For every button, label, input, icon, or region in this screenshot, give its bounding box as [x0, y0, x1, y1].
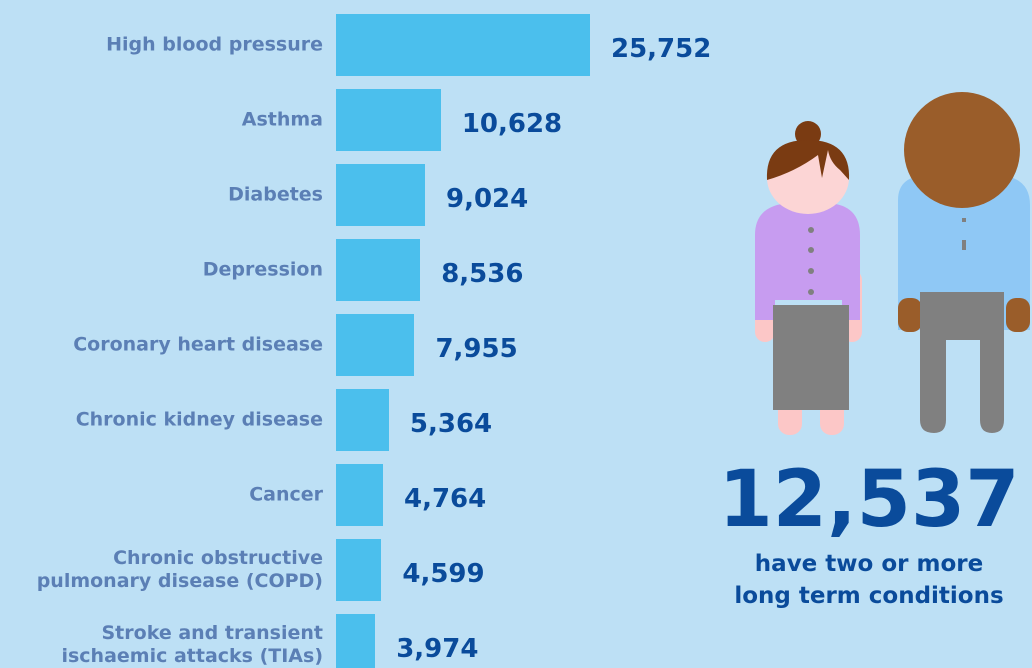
bar [336, 539, 381, 601]
bar [336, 164, 425, 226]
category-label: Asthma [242, 109, 323, 132]
value-label: 3,974 [396, 634, 478, 664]
bar [336, 464, 383, 526]
callout-caption: have two or more long term conditions [706, 548, 1032, 612]
value-label: 8,536 [441, 259, 523, 289]
bar [336, 89, 441, 151]
value-label: 4,764 [404, 484, 486, 514]
value-label: 7,955 [435, 334, 517, 364]
value-label: 9,024 [446, 184, 528, 214]
callout-number: 12,537 [706, 455, 1032, 545]
bar [336, 614, 375, 668]
category-label: Cancer [249, 484, 323, 507]
category-label: Chronic kidney disease [76, 409, 323, 432]
value-label: 4,599 [402, 559, 484, 589]
value-label: 25,752 [611, 34, 711, 64]
category-label: Chronic obstructive pulmonary disease (C… [37, 547, 323, 593]
bar [336, 389, 389, 451]
bar [336, 314, 414, 376]
category-label: High blood pressure [106, 34, 323, 57]
infographic: 12,537 have two or more long term condit… [0, 0, 1032, 668]
bar [336, 14, 590, 76]
bar [336, 239, 420, 301]
category-label: Stroke and transient ischaemic attacks (… [61, 622, 323, 668]
value-label: 10,628 [462, 109, 562, 139]
category-label: Depression [203, 259, 323, 282]
value-label: 5,364 [410, 409, 492, 439]
category-label: Diabetes [228, 184, 323, 207]
category-label: Coronary heart disease [73, 334, 323, 357]
